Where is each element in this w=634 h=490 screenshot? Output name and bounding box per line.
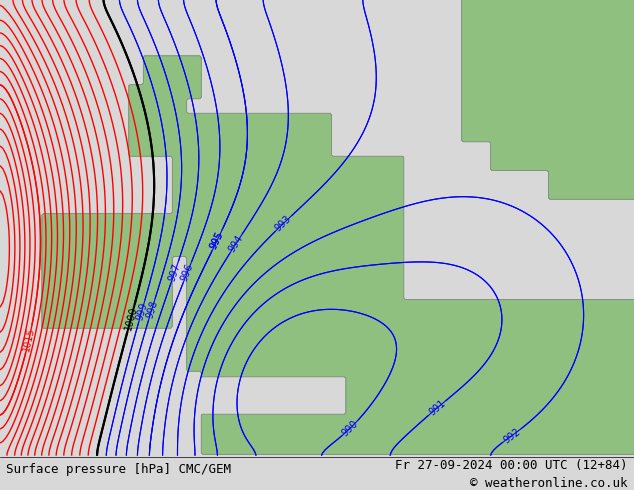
Text: 1015: 1015 <box>22 326 37 352</box>
Text: Surface pressure [hPa] CMC/GEM: Surface pressure [hPa] CMC/GEM <box>6 463 231 476</box>
Text: 995: 995 <box>209 230 226 251</box>
Text: 996: 996 <box>179 262 195 283</box>
Text: 997: 997 <box>167 262 183 283</box>
Text: 995: 995 <box>209 230 226 251</box>
Text: 994: 994 <box>227 233 245 254</box>
Text: 998: 998 <box>145 299 159 320</box>
Text: 1000: 1000 <box>123 305 139 331</box>
Text: 990: 990 <box>340 418 360 438</box>
Text: 992: 992 <box>501 426 522 445</box>
Text: 991: 991 <box>427 398 448 418</box>
Text: 999: 999 <box>134 301 149 321</box>
Text: 993: 993 <box>273 214 294 234</box>
Text: © weatheronline.co.uk: © weatheronline.co.uk <box>470 477 628 490</box>
Text: Fr 27-09-2024 00:00 UTC (12+84): Fr 27-09-2024 00:00 UTC (12+84) <box>395 460 628 472</box>
